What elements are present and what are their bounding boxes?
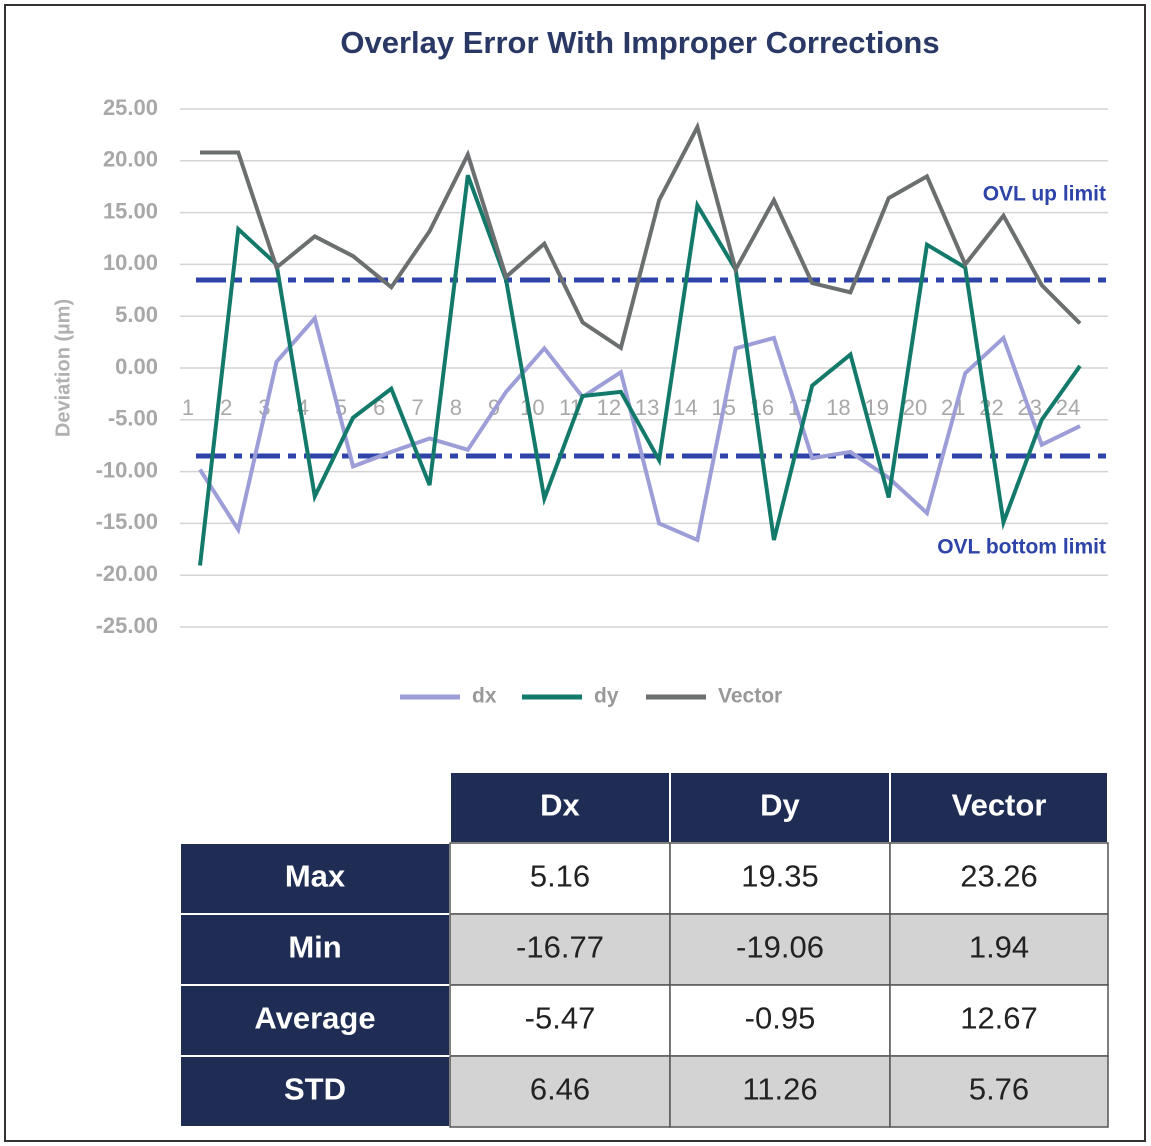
y-axis-label: Deviation (µm) <box>52 299 74 437</box>
table-cell <box>449 842 671 915</box>
legend-label: dy <box>594 685 619 708</box>
series-line <box>198 174 1082 566</box>
chart-title: Overlay Error With Improper Corrections <box>340 25 939 60</box>
series-line <box>200 121 1082 352</box>
table-cell <box>669 842 891 915</box>
x-tick-label: 13 <box>635 395 659 420</box>
x-tick-label: 10 <box>520 395 544 420</box>
limit-label: OVL bottom limit <box>937 536 1106 559</box>
y-tick-label: 10.00 <box>103 250 158 275</box>
cell-value: 11.26 <box>742 1072 817 1107</box>
y-tick-label: 0.00 <box>115 354 158 379</box>
cell-value: 1.94 <box>969 930 1029 965</box>
table-cell <box>889 913 1109 986</box>
cell-value: 12.67 <box>960 1001 1038 1036</box>
y-tick-label: -10.00 <box>96 457 158 482</box>
cell-value: -16.77 <box>516 930 604 965</box>
table-cell <box>889 842 1109 915</box>
cell-value: 5.76 <box>969 1072 1029 1107</box>
cell-value: 6.46 <box>530 1072 590 1107</box>
column-header: Dy <box>760 788 800 823</box>
table-cell <box>449 984 671 1057</box>
x-tick-label: 2 <box>220 395 232 420</box>
limit-label: OVL up limit <box>983 182 1106 205</box>
table-cell <box>889 1055 1109 1128</box>
legend-label: Vector <box>718 685 782 708</box>
x-tick-label: 8 <box>450 395 462 420</box>
row-header: STD <box>284 1072 346 1107</box>
column-header: Dx <box>540 788 580 823</box>
x-tick-label: 1 <box>182 395 194 420</box>
legend-label: dx <box>472 685 497 708</box>
row-header: Max <box>285 859 346 894</box>
header-cell <box>449 771 671 844</box>
x-tick-label: 7 <box>411 395 423 420</box>
y-tick-label: 5.00 <box>115 302 158 327</box>
table-cell <box>669 1055 891 1128</box>
table-cell <box>669 984 891 1057</box>
row-header-cell <box>179 842 451 915</box>
x-tick-label: 20 <box>903 395 927 420</box>
series-line <box>198 314 1081 543</box>
cell-value: -19.06 <box>736 930 824 965</box>
y-tick-label: 25.00 <box>103 95 158 120</box>
y-tick-label: -25.00 <box>96 613 158 638</box>
y-tick-label: -5.00 <box>108 406 158 431</box>
y-tick-label: -15.00 <box>96 509 158 534</box>
cell-value: 19.35 <box>741 859 819 894</box>
y-tick-label: 15.00 <box>103 198 158 223</box>
cell-value: 23.26 <box>960 859 1038 894</box>
header-cell <box>669 771 891 844</box>
y-tick-label: 20.00 <box>103 147 158 172</box>
cell-value: 5.16 <box>530 859 590 894</box>
x-tick-label: 12 <box>597 395 621 420</box>
row-header: Average <box>254 1001 375 1036</box>
y-tick-label: -20.00 <box>96 561 158 586</box>
table-cell <box>449 913 671 986</box>
frame <box>4 4 1146 1142</box>
x-tick-label: 18 <box>826 395 850 420</box>
header-cell <box>889 771 1109 844</box>
cell-value: -5.47 <box>525 1001 596 1036</box>
x-tick-label: 14 <box>673 395 697 420</box>
x-tick-label: 24 <box>1056 395 1080 420</box>
column-header: Vector <box>952 788 1047 823</box>
row-header: Min <box>288 930 341 965</box>
cell-value: -0.95 <box>745 1001 816 1036</box>
row-header-cell <box>179 1055 451 1128</box>
table-cell <box>669 913 891 986</box>
